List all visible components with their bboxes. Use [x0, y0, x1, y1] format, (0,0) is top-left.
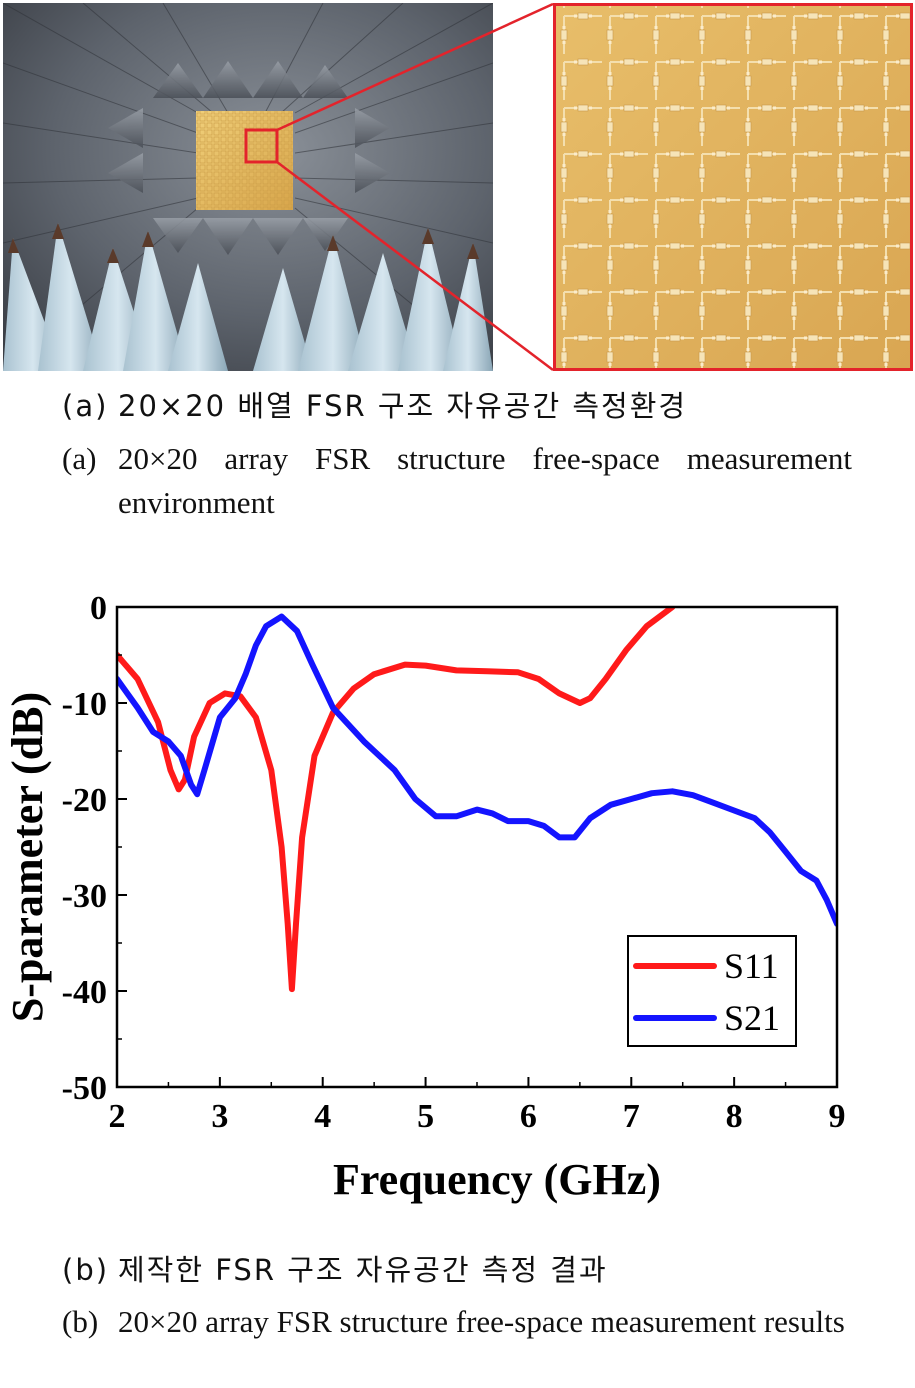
legend-box	[627, 935, 797, 1047]
fsr-array-illustration	[556, 6, 910, 368]
caption-b-english-text: 20×20 array FSR structure free-space mea…	[118, 1304, 845, 1339]
caption-b-korean: (b) 제작한 FSR 구조 자유공간 측정 결과	[62, 1248, 852, 1292]
x-tick-label: 8	[726, 1098, 743, 1135]
x-tick-label: 2	[109, 1098, 126, 1135]
y-tick-label: -50	[62, 1070, 107, 1107]
x-tick-label: 7	[623, 1098, 640, 1135]
caption-b-korean-text: 제작한 FSR 구조 자유공간 측정 결과	[118, 1253, 608, 1287]
x-axis-label: Frequency (GHz)	[333, 1155, 661, 1204]
legend-label-s11: S11	[724, 946, 779, 986]
caption-a-english-text: 20×20 array FSR structure free-space mea…	[118, 441, 852, 520]
legend-label-s21: S21	[724, 998, 780, 1038]
chamber-illustration	[3, 3, 493, 371]
series-line-s11	[117, 607, 676, 993]
anechoic-chamber-photo	[3, 3, 493, 371]
y-tick-label: -30	[62, 878, 107, 915]
caption-a-korean-tag: (a)	[62, 389, 109, 423]
y-tick-label: -20	[62, 782, 107, 819]
caption-a-korean: (a) 20×20 배열 FSR 구조 자유공간 측정환경	[62, 384, 852, 428]
x-tick-label: 3	[211, 1098, 228, 1135]
fsr-array-closeup	[553, 3, 913, 371]
caption-b-english: (b) 20×20 array FSR structure free-space…	[62, 1300, 852, 1344]
caption-a-english-tag: (a)	[62, 441, 97, 476]
x-tick-label: 9	[829, 1098, 846, 1135]
x-tick-label: 5	[417, 1098, 434, 1135]
series-line-s21	[117, 613, 837, 927]
caption-a-english: (a) 20×20 array FSR structure free-space…	[62, 437, 852, 525]
y-tick-label: -40	[62, 974, 107, 1011]
caption-b-english-tag: (b)	[62, 1304, 99, 1339]
y-tick-label: -10	[62, 686, 107, 723]
caption-b-korean-tag: (b)	[62, 1253, 110, 1287]
y-tick-label: 0	[90, 590, 107, 627]
caption-a-korean-text: 20×20 배열 FSR 구조 자유공간 측정환경	[118, 389, 688, 423]
s-parameter-chart: 2 3 4 5 6 7 8 9 0 -10 -20 -30 -40 -50 Frequency (GHz) S…	[3, 590, 846, 1204]
x-tick-label: 4	[314, 1098, 331, 1135]
y-axis-label: S-parameter (dB)	[3, 692, 52, 1022]
zoom-region-marker	[244, 128, 279, 164]
x-tick-label: 6	[520, 1098, 537, 1135]
